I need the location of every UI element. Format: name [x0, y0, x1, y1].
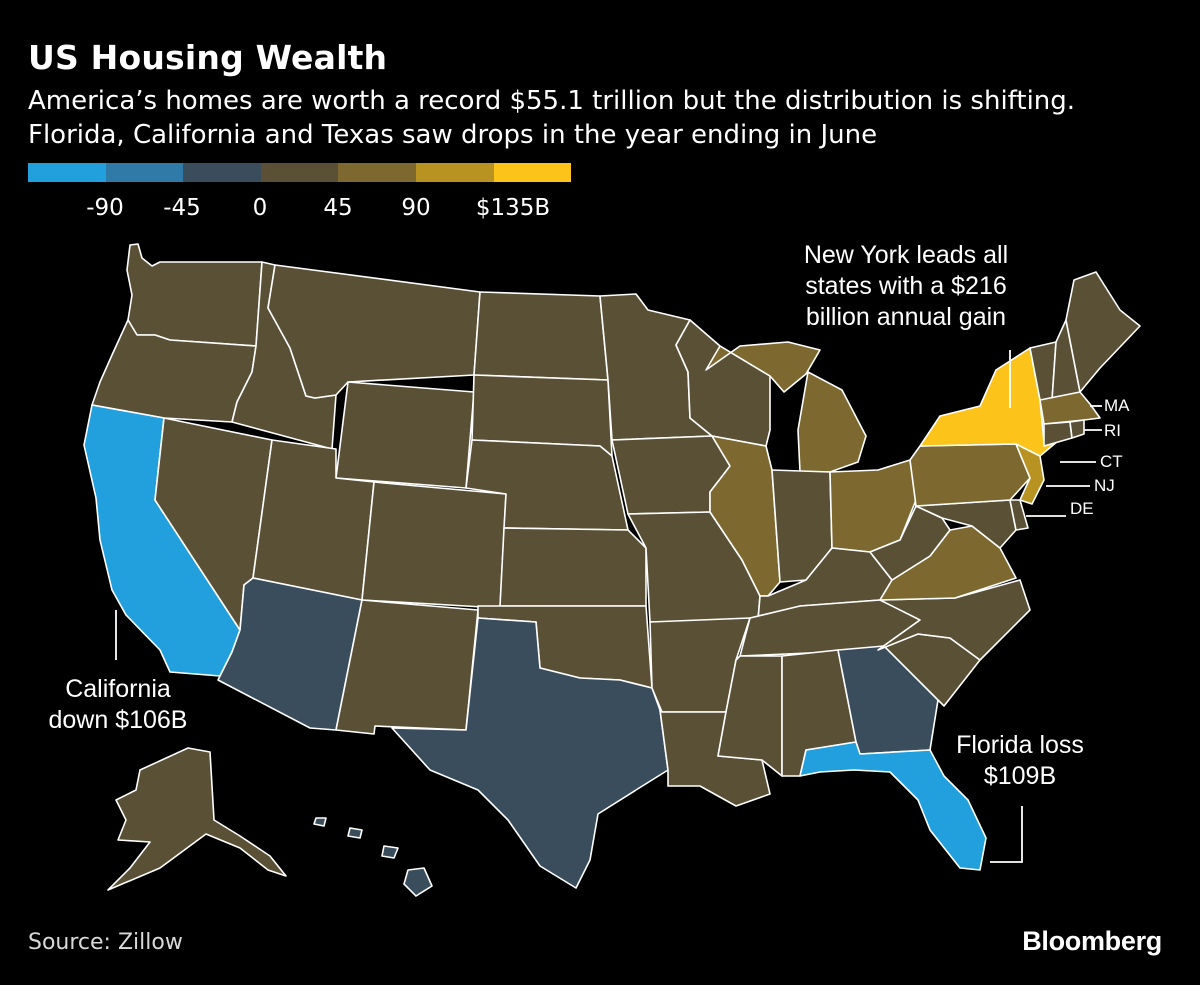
- state-michigan-lower: [797, 371, 867, 473]
- state-hawaii-oahu: [347, 827, 363, 839]
- legend-swatch: [183, 163, 261, 182]
- legend-swatch: [28, 163, 106, 182]
- color-legend: -90 -45 0 45 90 $135B: [28, 163, 572, 222]
- subtitle-line: America’s homes are worth a record $55.1…: [28, 86, 1076, 116]
- legend-swatch: [260, 163, 339, 182]
- legend-swatch: [493, 163, 572, 182]
- legend-tick-label: -90: [86, 195, 124, 221]
- annotation-line: billion annual gain: [805, 303, 1007, 331]
- state-texas: [391, 617, 669, 889]
- state-kansas: [499, 527, 647, 607]
- state-michigan-upper: [705, 341, 821, 393]
- state-west-virginia: [869, 505, 951, 581]
- legend-swatch: [415, 163, 494, 182]
- state-label-de: DE: [1070, 499, 1094, 518]
- state-north-dakota: [473, 291, 609, 381]
- state-hawaii-island: [403, 867, 433, 897]
- legend-tick-label: -45: [163, 195, 201, 221]
- state-connecticut: [1043, 421, 1073, 447]
- state-label-ct: CT: [1100, 452, 1123, 471]
- state-alaska: [107, 747, 287, 891]
- annotation-california: California down $106B: [20, 674, 216, 736]
- state-florida: [799, 741, 987, 871]
- legend-tick-label: $135B: [475, 195, 551, 221]
- annotation-new-york: New York leads all states with a $216 bi…: [776, 240, 1036, 333]
- leader-line-florida: [990, 806, 1023, 863]
- state-maine: [1065, 271, 1141, 393]
- legend-swatch: [338, 163, 416, 182]
- subtitle-line: Florida, California and Texas saw drops …: [28, 120, 878, 150]
- state-new-mexico: [335, 599, 479, 735]
- state-montana: [267, 264, 481, 399]
- annotation-line: $109B: [983, 762, 1057, 790]
- state-hawaii-kauai: [313, 817, 327, 827]
- annotation-line: down $106B: [48, 706, 188, 734]
- state-rhode-island: [1069, 419, 1085, 439]
- annotation-line: Florida loss: [956, 731, 1084, 759]
- state-label-nj: NJ: [1094, 476, 1115, 495]
- annotation-line: California: [65, 675, 171, 703]
- legend-ticks: -90 -45 0 45 90 $135B: [28, 182, 571, 222]
- state-colorado: [361, 481, 507, 609]
- state-pennsylvania: [909, 443, 1031, 507]
- state-north-carolina: [877, 579, 1031, 661]
- source-note: Source: Zillow: [28, 930, 183, 955]
- legend-tick-label: 90: [401, 195, 431, 221]
- legend-color-bar: [28, 163, 572, 182]
- annotation-line: states with a $216: [805, 272, 1007, 300]
- bloomberg-logo: Bloomberg: [1022, 926, 1162, 956]
- state-delaware: [1009, 499, 1029, 531]
- state-wyoming: [335, 381, 475, 489]
- chart-title: US Housing Wealth: [28, 38, 388, 77]
- annotation-florida: Florida loss $109B: [940, 730, 1100, 792]
- chart-subtitle: America’s homes are worth a record $55.1…: [28, 84, 1188, 152]
- state-label-ri: RI: [1104, 421, 1121, 440]
- state-washington: [126, 243, 263, 347]
- legend-swatch: [105, 163, 184, 182]
- legend-tick-label: 45: [323, 195, 353, 221]
- legend-tick-label: 0: [252, 195, 268, 221]
- state-hawaii-maui: [381, 845, 399, 859]
- annotation-line: New York leads all: [803, 241, 1009, 269]
- state-label-ma: MA: [1104, 396, 1130, 415]
